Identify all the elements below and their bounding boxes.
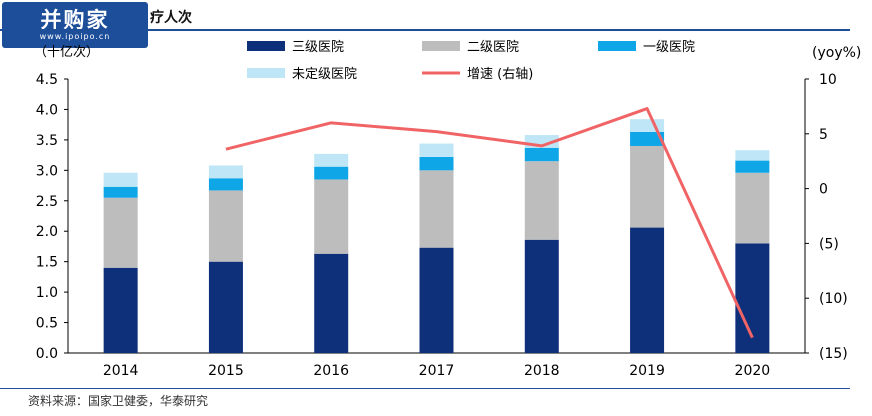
legend-label: 三级医院 (292, 40, 344, 55)
legend-label: 增速 (右轴) (467, 67, 533, 82)
left-axis-label: （十亿次） (34, 44, 99, 60)
right-tick-label: 0 (819, 182, 828, 198)
bar-segment (314, 253, 349, 353)
legend-swatch (247, 41, 285, 51)
left-tick-label: 4.0 (36, 102, 58, 118)
left-tick-label: 2.5 (36, 194, 58, 210)
bar-segment (419, 247, 454, 353)
x-tick-label: 2014 (103, 363, 139, 379)
growth-line (225, 107, 754, 339)
bar-segment (419, 156, 454, 171)
left-tick-label: 1.5 (36, 255, 58, 271)
right-axis-label: (yoy%) (812, 45, 861, 61)
bar-segment (524, 239, 559, 353)
legend-label: 二级医院 (467, 40, 519, 55)
legend-label: 一级医院 (643, 40, 695, 55)
bar-segment (524, 161, 559, 240)
left-tick-label: 3.5 (36, 133, 58, 149)
x-tick-label: 2020 (735, 363, 771, 379)
x-tick-label: 2015 (208, 363, 244, 379)
chart-title: 疗人次 (150, 10, 192, 26)
bar-segment (103, 172, 138, 187)
bottom-divider (0, 388, 850, 389)
bar-segment (103, 267, 138, 353)
watermark-url: www.ipoipo.cn (39, 32, 111, 41)
source-note: 资料来源：国家卫健委，华泰研究 (28, 394, 209, 408)
left-tick-label: 0.5 (36, 316, 58, 332)
bar-segment (208, 178, 243, 191)
legend-swatch (598, 41, 636, 51)
bar-segment (630, 131, 665, 146)
bar-segment (630, 145, 665, 228)
left-tick-label: 2.0 (36, 224, 58, 240)
left-tick-label: 3.0 (36, 163, 58, 179)
watermark-logo: 并购家 www.ipoipo.cn (2, 2, 148, 48)
bar-segment (735, 160, 770, 173)
bar-segment (630, 227, 665, 353)
bar-segment (314, 179, 349, 254)
legend-swatch (247, 68, 285, 78)
watermark-title: 并购家 (40, 8, 110, 32)
right-tick-label: (5) (819, 236, 839, 252)
bar-segment (735, 172, 770, 244)
legend-label: 未定级医院 (292, 67, 357, 82)
legend-swatch (422, 41, 460, 51)
bar-segment (208, 261, 243, 353)
x-tick-label: 2016 (313, 363, 349, 379)
bar-segment (735, 150, 770, 161)
x-tick-label: 2017 (419, 363, 455, 379)
left-tick-label: 4.5 (36, 72, 58, 88)
bar-segment (314, 166, 349, 180)
bar-segment (208, 165, 243, 179)
top-divider (0, 29, 850, 31)
bar-segment (103, 186, 138, 198)
x-tick-label: 2018 (524, 363, 560, 379)
right-tick-label: (15) (819, 346, 848, 362)
bar-segment (208, 190, 243, 262)
x-tick-label: 2019 (629, 363, 665, 379)
bar-segment (419, 170, 454, 248)
left-tick-label: 0.0 (36, 346, 58, 362)
right-tick-label: (10) (819, 291, 848, 307)
bar-segment (524, 147, 559, 162)
right-tick-label: 10 (819, 72, 837, 88)
bar-segment (314, 153, 349, 167)
bar-segment (103, 197, 138, 268)
bar-segment (419, 143, 454, 157)
left-tick-label: 1.0 (36, 285, 58, 301)
right-tick-label: 5 (819, 127, 828, 143)
bar-segment (630, 119, 665, 132)
